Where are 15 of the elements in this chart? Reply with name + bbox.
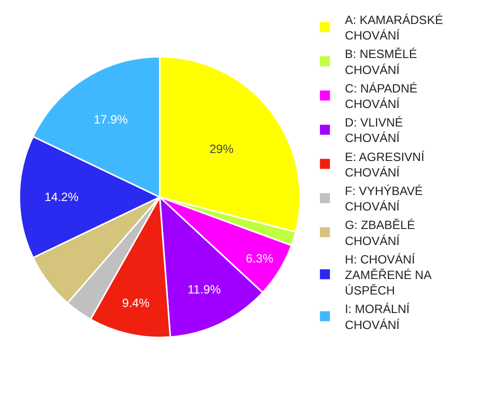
legend-label: F: VYHÝBAVÉ CHOVÁNÍ	[344, 184, 423, 214]
legend-label: G: ZBABĚLÉ CHOVÁNÍ	[344, 218, 415, 248]
data-label: 11.9%	[188, 282, 222, 297]
data-label: 17.9%	[94, 112, 128, 127]
legend-label: A: KAMARÁDSKÉ CHOVÁNÍ	[344, 12, 443, 43]
data-label: 9.4%	[122, 296, 150, 310]
legend-label: E: AGRESIVNÍ CHOVÁNÍ	[344, 150, 425, 180]
data-label: 14.2%	[44, 190, 79, 204]
legend-label: B: NESMĚLÉ CHOVÁNÍ	[344, 47, 417, 77]
data-label: 6.3%	[246, 251, 274, 266]
legend-label: H: CHOVÁNÍ ZAMĚŘENÉ NA ÚSPĚCH	[344, 252, 432, 298]
legend-label: I: MORÁLNÍ CHOVÁNÍ	[344, 302, 410, 332]
data-label: 29%	[210, 142, 234, 156]
legend-label: D: VLIVNÉ CHOVÁNÍ	[344, 116, 403, 146]
legend-label: C: NÁPADNÉ CHOVÁNÍ	[344, 81, 418, 111]
